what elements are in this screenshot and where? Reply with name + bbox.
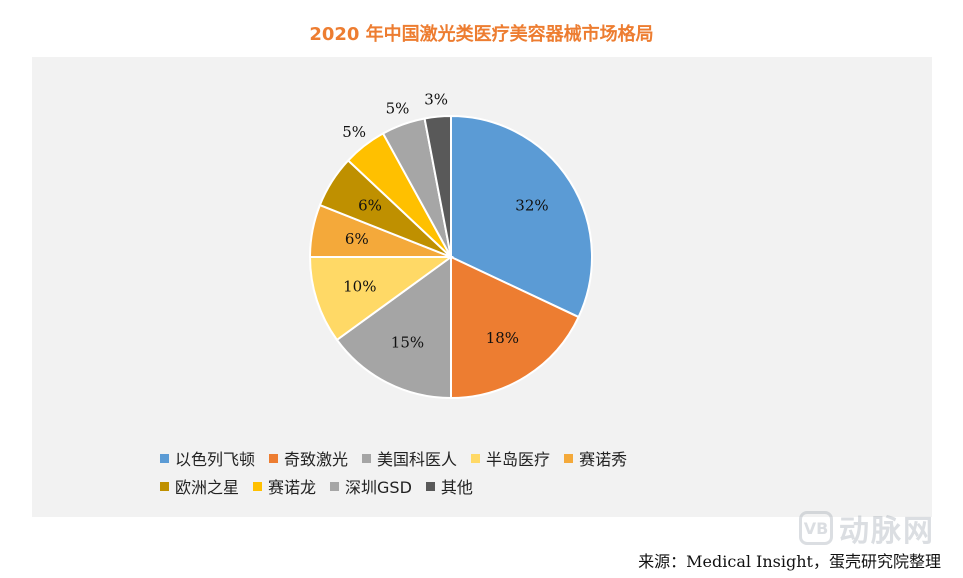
legend-label: 赛诺龙	[268, 478, 317, 497]
legend-item: 其他	[425, 474, 473, 498]
legend-row: 欧洲之星 赛诺龙 深圳GSD 其他	[160, 472, 760, 500]
pie-slice	[423, 114, 452, 258]
legend-swatch	[425, 481, 435, 491]
legend-swatch	[160, 481, 169, 491]
legend-item: 以色列飞顿	[160, 446, 255, 470]
source-note: 来源：Medical Insight，蛋壳研究院整理	[638, 552, 941, 571]
legend-swatch	[564, 453, 574, 463]
legend-label: 深圳GSD	[345, 478, 412, 497]
data-label: 5%	[342, 123, 366, 141]
legend-label: 欧洲之星	[175, 478, 240, 497]
legend-label: 半岛医疗	[486, 450, 551, 469]
data-label: 15%	[391, 333, 424, 351]
legend-swatch	[330, 481, 340, 491]
legend-item: 深圳GSD	[330, 474, 412, 498]
legend-swatch	[471, 453, 481, 463]
data-label: 18%	[486, 329, 519, 347]
watermark: VB 动脉网	[799, 506, 935, 550]
legend-swatch	[160, 453, 169, 463]
chart-title: 2020 年中国激光类医疗美容器械市场格局	[309, 24, 654, 45]
pie-slice	[335, 255, 452, 400]
legend-item: 奇致激光	[269, 446, 348, 470]
legend-swatch	[253, 481, 263, 491]
watermark-logo-icon: VB	[799, 511, 833, 545]
data-label: 5%	[386, 99, 410, 117]
legend-item: 赛诺秀	[564, 446, 627, 470]
legend-item: 赛诺龙	[253, 474, 316, 498]
data-label: 3%	[424, 91, 448, 109]
legend-swatch	[362, 453, 372, 463]
data-label: 6%	[358, 197, 382, 215]
legend-label: 奇致激光	[284, 450, 349, 469]
data-label: 6%	[345, 230, 369, 248]
legend-label: 以色列飞顿	[175, 450, 256, 469]
watermark-text: 动脉网	[839, 514, 935, 549]
pie-slice	[450, 255, 580, 400]
legend-item: 半岛医疗	[471, 446, 550, 470]
legend-label: 美国科医人	[377, 450, 458, 469]
legend-swatch	[269, 453, 279, 463]
legend-label: 其他	[440, 478, 473, 497]
pie-slice	[450, 114, 593, 319]
legend-row: 以色列飞顿 奇致激光 美国科医人 半岛医疗 赛诺秀	[160, 444, 760, 472]
data-label: 32%	[515, 197, 548, 215]
legend-item: 美国科医人	[362, 446, 457, 470]
data-label: 10%	[343, 278, 376, 296]
legend: 以色列飞顿 奇致激光 美国科医人 半岛医疗 赛诺秀 欧洲之星 赛诺龙 深圳GSD 其他	[160, 444, 760, 500]
pie-slice	[308, 256, 455, 342]
legend-label: 赛诺秀	[579, 450, 628, 469]
legend-item: 欧洲之星	[160, 474, 239, 498]
